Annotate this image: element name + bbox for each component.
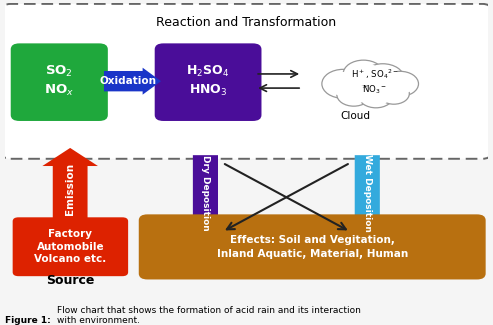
FancyBboxPatch shape [13, 217, 128, 276]
Circle shape [385, 73, 415, 94]
Text: H$_2$SO$_4$
HNO$_3$: H$_2$SO$_4$ HNO$_3$ [186, 64, 230, 98]
Text: Dry Deposition: Dry Deposition [201, 155, 210, 231]
Circle shape [381, 85, 407, 102]
FancyArrow shape [104, 68, 161, 95]
Text: Flow chart that shows the formation of acid rain and its interaction
with enviro: Flow chart that shows the formation of a… [57, 306, 360, 325]
Text: Cloud: Cloud [340, 111, 370, 121]
Circle shape [361, 64, 404, 93]
Circle shape [337, 83, 371, 106]
FancyArrow shape [348, 155, 387, 239]
Text: Emission: Emission [65, 163, 75, 215]
FancyArrow shape [186, 155, 225, 239]
FancyBboxPatch shape [139, 214, 486, 280]
FancyArrow shape [42, 148, 98, 235]
Circle shape [347, 63, 380, 85]
Circle shape [362, 86, 390, 106]
Circle shape [382, 71, 419, 96]
Text: Reaction and Transformation: Reaction and Transformation [156, 17, 337, 30]
FancyBboxPatch shape [2, 4, 491, 159]
Text: Wet Deposition: Wet Deposition [363, 154, 372, 232]
Circle shape [379, 83, 409, 104]
Circle shape [322, 69, 364, 98]
Circle shape [358, 84, 393, 108]
Text: SO$_2$
NO$_x$: SO$_2$ NO$_x$ [44, 64, 74, 98]
Circle shape [365, 66, 400, 90]
Circle shape [343, 60, 384, 88]
Text: Oxidation: Oxidation [100, 76, 157, 86]
Circle shape [326, 72, 360, 96]
FancyBboxPatch shape [155, 43, 261, 121]
Text: H$^+$, SO$_4$$^{2-}$
NO$_3$$^-$: H$^+$, SO$_4$$^{2-}$ NO$_3$$^-$ [351, 67, 398, 96]
Text: Source: Source [46, 274, 95, 287]
FancyBboxPatch shape [11, 43, 108, 121]
Text: Figure 1:: Figure 1: [5, 316, 54, 325]
Text: Effects: Soil and Vegitation,
Inland Aquatic, Material, Human: Effects: Soil and Vegitation, Inland Aqu… [216, 235, 408, 258]
Circle shape [340, 85, 368, 104]
Text: Factory
Automobile
Volcano etc.: Factory Automobile Volcano etc. [35, 229, 106, 264]
